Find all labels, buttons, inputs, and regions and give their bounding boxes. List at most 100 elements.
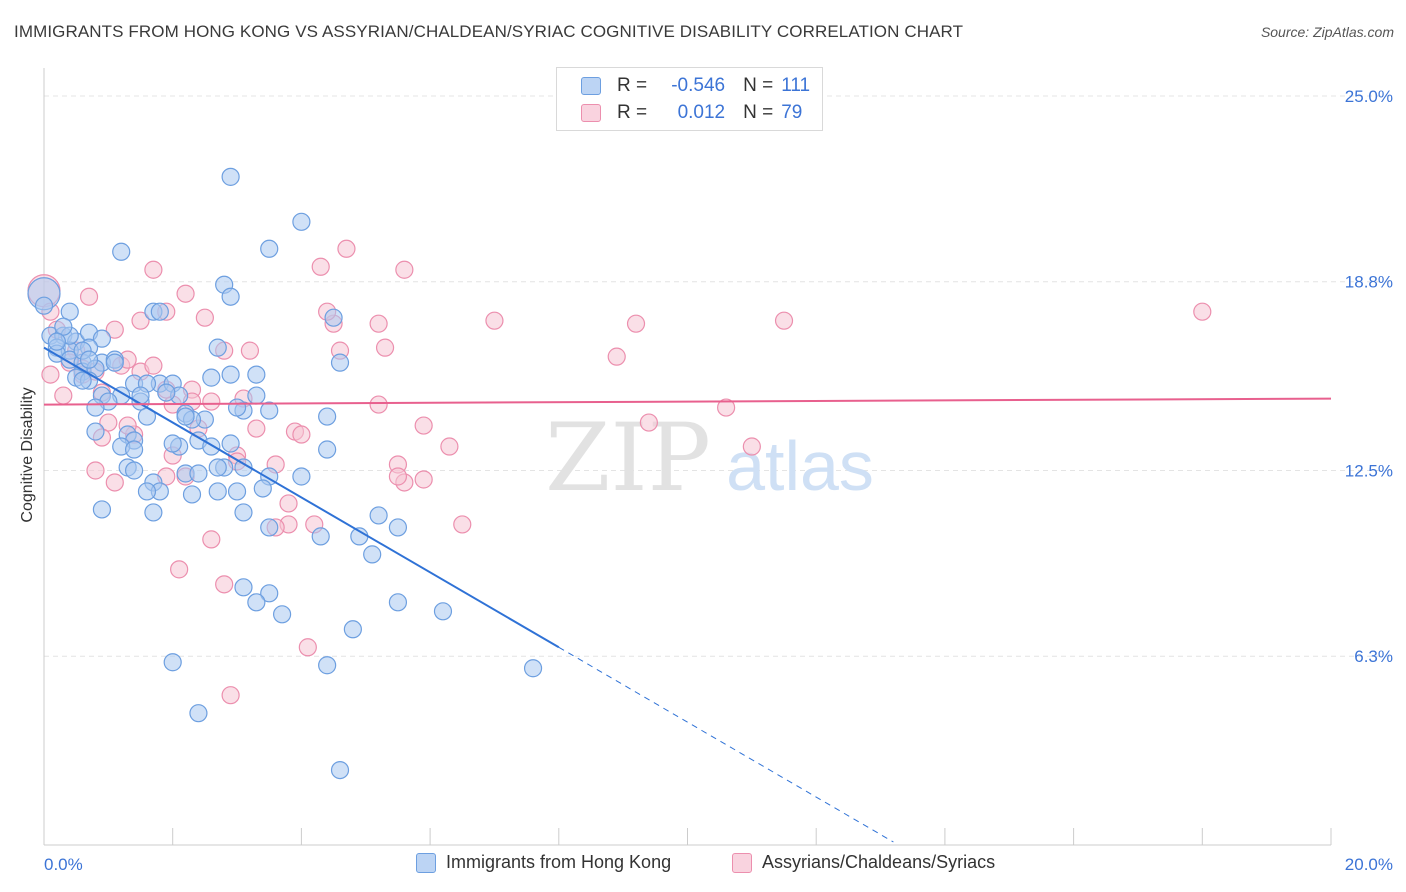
assyrians-point — [105, 320, 124, 339]
grid-lines — [44, 95, 1392, 657]
watermark: ZIP atlas — [545, 404, 874, 513]
assyrians-point — [176, 284, 195, 303]
hong-kong-point — [330, 760, 350, 780]
hong-kong-point — [221, 287, 240, 306]
hong-kong-point — [388, 518, 408, 537]
legend-swatch-pink — [732, 852, 752, 873]
hong-kong-point — [318, 407, 337, 426]
legend-series-name: Immigrants from Hong Kong — [446, 852, 672, 872]
source-credit: Source: ZipAtlas.com — [1260, 24, 1394, 40]
assyrians-point — [202, 392, 221, 411]
hong-kong-point — [34, 296, 54, 315]
hong-kong-point — [60, 302, 79, 321]
hong-kong-point — [202, 368, 221, 387]
assyrians-point — [240, 341, 260, 360]
hong-kong-point — [54, 317, 73, 336]
hong-kong-point — [208, 458, 227, 477]
legend-r-label: R = — [617, 75, 648, 96]
hong-kong-point — [247, 593, 266, 612]
legend-series-name: Assyrians/Chaldeans/Syriacs — [762, 852, 996, 872]
y-axis-label: Cognitive Disability — [19, 387, 36, 523]
hong-kong-point — [79, 350, 99, 369]
hong-kong-point — [112, 242, 131, 261]
assyrians-point — [453, 515, 472, 534]
hong-kong-point — [86, 422, 105, 441]
legend-swatch-blue — [416, 852, 436, 873]
assyrians-point — [105, 473, 124, 492]
assyrians-trend-line — [43, 397, 1332, 406]
hong-kong-point — [208, 338, 227, 357]
legend-item-hong-kong: Immigrants from Hong Kong — [416, 852, 671, 873]
hong-kong-point — [311, 527, 330, 546]
series-hong-kong-points — [27, 167, 543, 780]
assyrians-point — [79, 287, 99, 306]
x-tick-label-min: 0.0% — [44, 855, 83, 874]
y-tick-label: 6.3% — [1354, 647, 1393, 666]
x-tick-labels: 0.0% 20.0% — [44, 855, 1393, 874]
hong-kong-point — [124, 461, 144, 480]
hong-kong-point — [234, 503, 253, 522]
assyrians-point — [144, 356, 163, 375]
hong-kong-point — [47, 332, 66, 351]
assyrians-point — [774, 311, 794, 330]
hong-kong-point — [292, 212, 311, 231]
assyrians-point — [202, 530, 221, 549]
hong-kong-point — [150, 302, 169, 321]
hong-kong-point — [433, 602, 453, 621]
legend-r-label: R = — [617, 102, 648, 123]
x-tick-label-max: 20.0% — [1345, 855, 1393, 874]
hong-kong-trend-line — [43, 346, 560, 649]
hong-kong-point — [221, 365, 240, 384]
y-tick-label: 12.5% — [1345, 461, 1393, 480]
assyrians-point — [170, 560, 189, 579]
assyrians-point — [144, 260, 163, 279]
assyrians-point — [292, 425, 311, 444]
hong-kong-point — [260, 239, 279, 258]
legend-r-value: -0.546 — [671, 75, 726, 96]
hong-kong-point — [208, 482, 227, 501]
assyrians-point — [54, 386, 73, 405]
assyrians-point — [388, 467, 408, 486]
assyrians-point — [369, 395, 388, 414]
legend-n-value: 79 — [781, 102, 803, 123]
legend-n-value: 111 — [781, 75, 811, 96]
hong-kong-point — [163, 653, 182, 672]
y-tick-label: 18.8% — [1345, 273, 1393, 292]
hong-kong-point — [124, 440, 144, 459]
assyrians-point — [311, 257, 330, 276]
hong-kong-point — [227, 482, 247, 501]
hong-kong-point — [324, 308, 343, 327]
hong-kong-point — [86, 398, 105, 417]
assyrians-point — [1193, 302, 1212, 321]
hong-kong-point — [369, 506, 388, 525]
assyrians-point — [337, 239, 356, 258]
assyrians-point — [395, 260, 414, 279]
assyrians-point — [414, 470, 433, 489]
legend-swatch-pink — [581, 104, 601, 122]
assyrians-point — [247, 419, 266, 438]
hong-kong-point — [247, 386, 266, 405]
assyrians-point — [298, 638, 317, 657]
legend-n-label: N = — [743, 102, 774, 123]
assyrians-point — [279, 494, 298, 513]
hong-kong-point — [131, 386, 150, 405]
assyrians-point — [131, 311, 150, 330]
hong-kong-point — [318, 656, 337, 675]
legend-swatch-blue — [581, 77, 601, 95]
assyrians-point — [221, 686, 240, 705]
assyrians-point — [41, 365, 60, 384]
hong-kong-point — [73, 371, 92, 390]
hong-kong-point — [234, 578, 253, 597]
hong-kong-point — [137, 482, 157, 501]
hong-kong-point — [221, 434, 240, 453]
stats-legend: R = -0.546 N = 111 R = 0.012 N = 79 — [556, 67, 823, 131]
assyrians-point — [195, 308, 214, 327]
assyrians-point — [440, 437, 459, 456]
assyrians-point — [215, 575, 234, 594]
assyrians-point — [369, 314, 388, 333]
legend-row-hong-kong: R = -0.546 N = 111 — [581, 74, 810, 98]
series-legend: Immigrants from Hong Kong Assyrians/Chal… — [0, 852, 1406, 878]
hong-kong-point — [272, 605, 292, 624]
hong-kong-point — [292, 467, 311, 486]
